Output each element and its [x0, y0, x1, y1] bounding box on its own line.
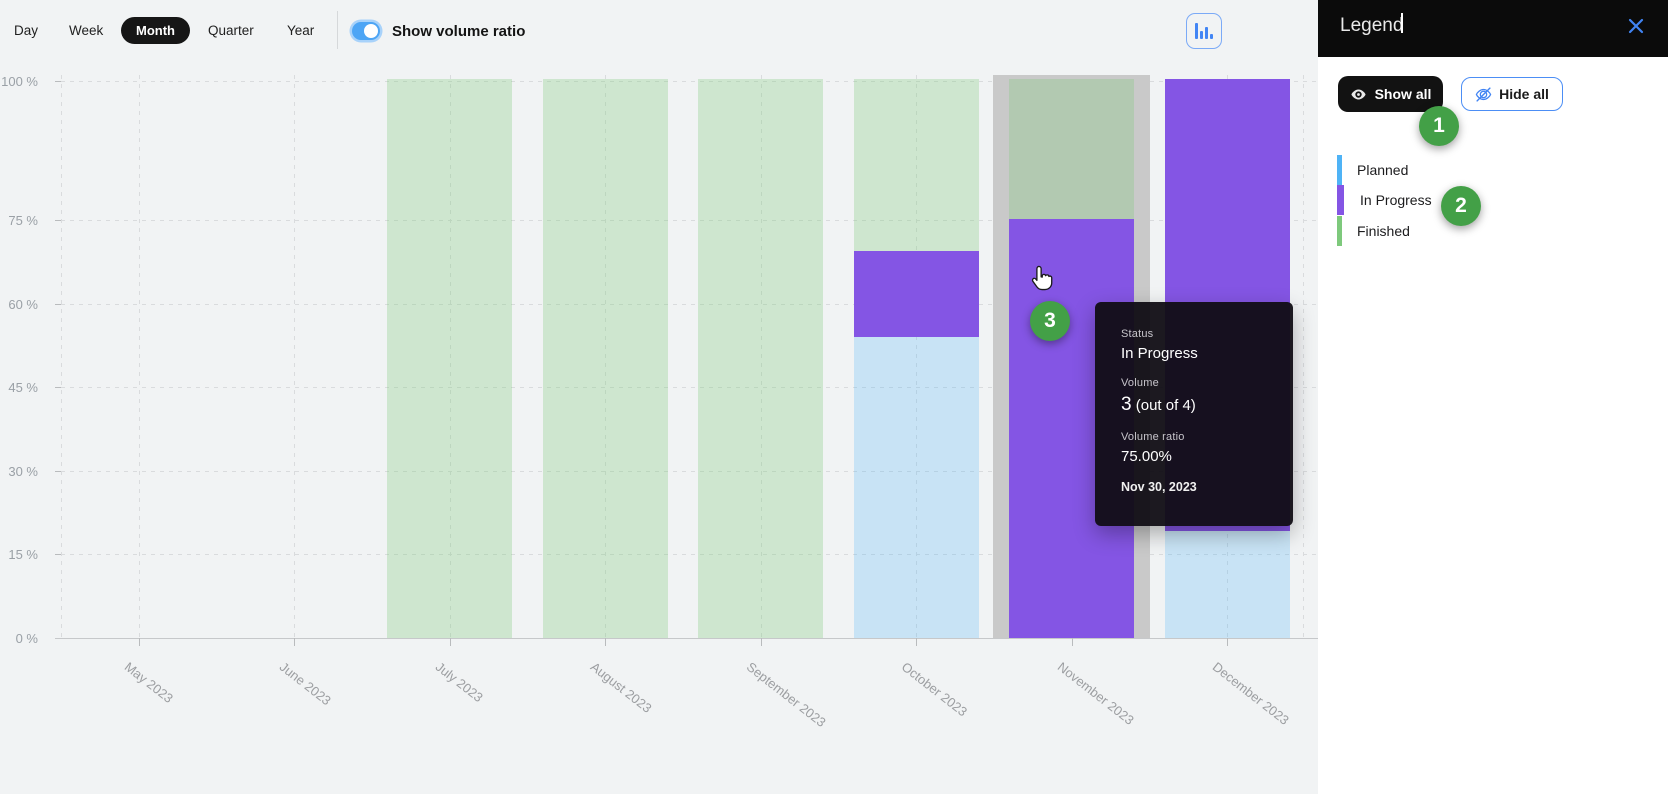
gridline-horizontal	[61, 470, 1318, 472]
bar-segment-finished[interactable]	[542, 79, 668, 638]
close-icon[interactable]	[1628, 18, 1644, 34]
gridline-horizontal	[61, 81, 1318, 82]
gridline-horizontal	[61, 303, 1318, 305]
x-axis-tick	[916, 638, 918, 646]
x-axis-tick	[1071, 638, 1073, 646]
show-all-label: Show all	[1374, 86, 1432, 102]
gridline-vertical	[916, 75, 918, 638]
y-axis-tick	[55, 303, 61, 305]
gridline-vertical	[449, 75, 451, 638]
chart-tooltip: Status In Progress Volume 3 (out of 4) V…	[1095, 302, 1293, 526]
bar-segment-finished[interactable]	[387, 79, 513, 638]
x-axis-label: December 2023	[1209, 659, 1292, 728]
gridline-vertical	[139, 75, 140, 638]
y-axis-label: 15 %	[8, 547, 38, 563]
mouse-cursor-icon	[1028, 264, 1058, 301]
x-axis-tick	[760, 638, 762, 646]
x-axis-label: September 2023	[743, 659, 829, 731]
tab-quarter[interactable]: Quarter	[208, 23, 254, 38]
legend-item-label: In Progress	[1360, 192, 1432, 208]
y-axis-label: 75 %	[8, 213, 38, 229]
tab-day[interactable]: Day	[14, 23, 39, 38]
tooltip-date: Nov 30, 2023	[1121, 480, 1197, 494]
toggle-knob	[364, 24, 378, 38]
legend-item-finished[interactable]: Finished	[1337, 216, 1587, 246]
tooltip-ratio-label: Volume ratio	[1121, 431, 1185, 443]
gridline-vertical-end	[1303, 75, 1304, 638]
gridline-horizontal	[61, 220, 1318, 222]
x-axis-label: July 2023	[432, 659, 486, 706]
tab-year[interactable]: Year	[287, 23, 315, 38]
x-axis-line	[55, 638, 1318, 639]
bar-segment-finished[interactable]	[698, 79, 824, 638]
tooltip-volume-value: 3 (out of 4)	[1121, 394, 1196, 415]
tab-week[interactable]: Week	[69, 23, 104, 38]
toolbar-divider	[337, 11, 338, 49]
hide-all-button[interactable]: Hide all	[1461, 77, 1563, 111]
eye-icon	[1350, 86, 1367, 103]
legend-item-label: Planned	[1357, 162, 1409, 178]
in-progress-color-chip	[1337, 185, 1344, 215]
y-axis-label: 45 %	[8, 380, 38, 396]
stacked-bar-chart: 0 % 15 % 30 % 45 % 60 % 75 % 100 % May 2023 June…	[1, 74, 1318, 731]
bar-segment-planned[interactable]	[853, 337, 979, 638]
y-axis-tick	[55, 387, 61, 389]
bar-segment-finished[interactable]	[853, 79, 979, 252]
bar-chart-icon	[1195, 23, 1213, 39]
annotation-badge-3: 3	[1030, 301, 1070, 341]
gridline-horizontal	[61, 554, 1318, 556]
x-axis-tick	[449, 638, 451, 646]
annotation-badge-1: 1	[1419, 106, 1459, 146]
gridline-vertical	[294, 75, 296, 638]
gridline-vertical	[760, 75, 762, 638]
x-axis-label: October 2023	[898, 659, 971, 720]
tooltip-ratio-value: 75.00%	[1121, 448, 1172, 465]
x-axis-label: August 2023	[588, 659, 655, 716]
bar-segment-in-progress[interactable]	[853, 251, 979, 338]
x-axis-tick	[139, 638, 140, 646]
y-axis-tick	[55, 554, 61, 556]
tooltip-status-value: In Progress	[1121, 345, 1198, 362]
y-axis-label: 100 %	[1, 74, 38, 89]
x-axis-tick	[1227, 638, 1228, 646]
chart-type-button[interactable]	[1186, 13, 1222, 49]
bar-segment-finished[interactable]	[1009, 79, 1135, 219]
tooltip-status-label: Status	[1121, 328, 1154, 340]
legend-item-label: Finished	[1357, 223, 1410, 239]
x-axis-label: November 2023	[1054, 659, 1137, 728]
x-axis-label: May 2023	[121, 659, 176, 706]
annotation-badge-2: 2	[1441, 186, 1481, 226]
gridline-horizontal	[61, 387, 1318, 389]
bar-segment-planned[interactable]	[1164, 530, 1290, 638]
toggle-label: Show volume ratio	[392, 23, 526, 40]
legend-panel-header: Legend	[1318, 0, 1668, 57]
x-axis-label: June 2023	[277, 659, 335, 709]
eye-slash-icon	[1475, 86, 1492, 103]
y-axis-line	[61, 75, 62, 638]
text-caret	[1401, 13, 1403, 33]
legend-panel: Legend Show all Hide all Planned In Prog…	[1318, 0, 1668, 794]
y-axis-label: 30 %	[8, 463, 38, 479]
y-axis-label: 0 %	[15, 631, 38, 646]
legend-panel-title: Legend	[1340, 15, 1404, 36]
show-all-button[interactable]: Show all	[1338, 76, 1443, 112]
planned-color-chip	[1337, 155, 1342, 185]
hide-all-label: Hide all	[1499, 86, 1549, 102]
x-axis-tick	[294, 638, 296, 646]
finished-color-chip	[1337, 216, 1342, 246]
tab-month[interactable]: Month	[121, 17, 190, 44]
y-axis-tick	[55, 470, 61, 472]
y-axis-tick	[55, 220, 61, 222]
y-axis-tick	[55, 81, 61, 82]
legend-item-planned[interactable]: Planned	[1337, 155, 1587, 185]
legend-item-in-progress[interactable]: In Progress	[1337, 185, 1587, 215]
volume-ratio-toggle[interactable]	[352, 22, 380, 40]
tooltip-volume-label: Volume	[1121, 377, 1159, 389]
y-axis-label: 60 %	[8, 296, 38, 312]
gridline-vertical	[605, 75, 607, 638]
x-axis-tick	[605, 638, 607, 646]
